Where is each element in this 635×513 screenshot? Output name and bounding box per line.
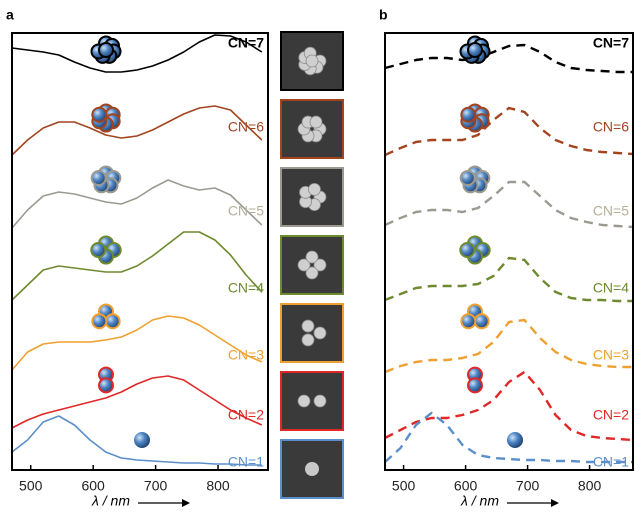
figure: a 500 600 700 800 λ / nm CN=7 CN=6 CN=5 CN=4 CN=3 C… [0,0,635,513]
x-tick-label: 800 [578,478,602,494]
sem-particle [302,320,314,332]
series-label: CN=5 [593,203,629,219]
sem-particle [310,116,322,128]
particle-icon [91,243,105,257]
panel-label: a [6,7,14,23]
particle-icon [461,171,475,185]
particle-icon [468,378,482,392]
spectrum-line [12,35,262,72]
particle-icon [475,314,489,328]
sem-particle [306,251,318,263]
sem-image [281,304,343,362]
particle-icon [99,43,113,57]
series-label: CN=1 [593,454,629,470]
particle-icon [460,243,474,257]
particle-icon [461,108,475,122]
sem-particle [302,334,314,346]
particle-icon [134,432,150,448]
sem-image [281,168,343,226]
sem-image [281,372,343,430]
x-tick-label: 500 [19,478,43,494]
series-label: CN=7 [593,35,629,51]
x-tick-label: 700 [144,478,168,494]
series-label: CN=7 [228,35,264,51]
sem-particle [314,327,326,339]
sem-particle [298,395,310,407]
sem-particle [305,462,319,476]
particle-icon [106,314,120,328]
x-tick-label: 600 [81,478,105,494]
series-label: CN=2 [228,407,264,423]
particle-icon [507,432,523,448]
sem-particle [314,395,326,407]
series-label: CN=3 [228,347,264,363]
x-axis-arrowhead [551,499,559,507]
series-label: CN=5 [228,203,264,219]
particle-icon [99,378,113,392]
sem-particle [306,55,318,67]
plot-frame [385,33,633,470]
spectrum-line [12,232,262,300]
panel-label: b [379,7,388,23]
x-tick-label: 600 [454,478,478,494]
x-axis-label: λ / nm [460,493,499,509]
series-label: CN=6 [593,119,629,135]
plot-frame [12,33,268,470]
x-axis-arrowhead [182,499,190,507]
particle-icon [92,171,106,185]
spectrum-line [12,180,262,228]
spectrum-line [12,316,262,370]
sem-particle [308,183,320,195]
sem-image [281,100,343,158]
spectrum-line [12,106,262,155]
particle-icon [468,43,482,57]
series-label: CN=4 [593,280,629,296]
series-label: CN=2 [593,407,629,423]
series-label: CN=3 [593,347,629,363]
series-label: CN=4 [228,280,264,296]
particle-icon [92,314,106,328]
series-label: CN=1 [228,454,264,470]
x-tick-label: 700 [516,478,540,494]
sem-image [281,236,343,294]
particle-icon [92,108,106,122]
x-tick-label: 500 [392,478,416,494]
x-tick-label: 800 [206,478,230,494]
series-label: CN=6 [228,119,264,135]
particle-icon [461,314,475,328]
x-axis-label: λ / nm [91,493,130,509]
